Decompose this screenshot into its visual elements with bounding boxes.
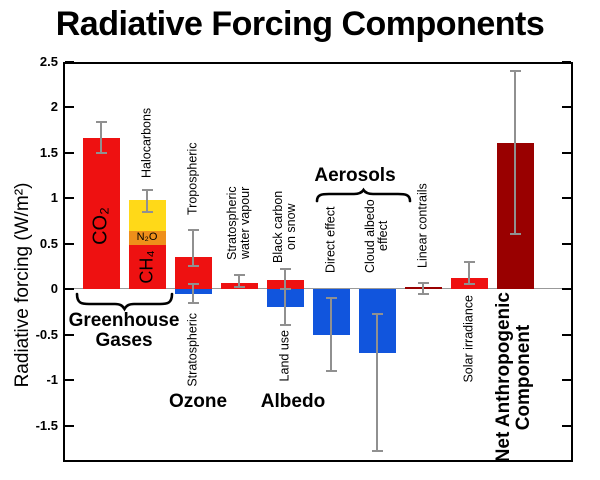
y-tick-right xyxy=(562,424,571,427)
error-bar-ozone-1 xyxy=(192,284,194,303)
error-cap-surface-albedo-1-top xyxy=(279,288,291,290)
y-tick-label: 1.5 xyxy=(39,144,58,160)
error-cap-aerosol-direct-0-bot xyxy=(325,369,337,372)
cloud-albedo-label: Cloud albedo effect xyxy=(362,199,390,273)
tropospheric-label: Tropospheric xyxy=(185,142,200,216)
greenhouse-gases-label: Greenhouse Gases xyxy=(68,310,180,352)
error-cap-co2-0-bot xyxy=(95,152,107,155)
error-cap-strat-water-vapour-0-top xyxy=(233,274,245,277)
y-tick-right xyxy=(562,151,571,154)
y-tick-left xyxy=(65,151,74,154)
error-cap-strat-water-vapour-0-bot xyxy=(233,286,245,289)
error-cap-aerosol-direct-0-top xyxy=(325,297,337,300)
y-tick-label: -1 xyxy=(46,372,58,387)
direct-effect-label: Direct effect xyxy=(323,206,338,273)
y-tick-label: 0.5 xyxy=(39,235,58,251)
error-bar-aerosol-direct-0 xyxy=(330,298,332,371)
black-carbon-label: Black carbon on snow xyxy=(270,190,298,263)
error-bar-surface-albedo-1 xyxy=(284,289,286,326)
solar-irradiance-label: Solar irradiance xyxy=(461,295,476,383)
y-tick-left xyxy=(65,242,74,245)
error-bar-net-anthropogenic-0 xyxy=(514,70,516,235)
y-tick-left xyxy=(65,424,74,427)
aerosols-label: Aerosols xyxy=(314,165,396,186)
y-tick-left xyxy=(65,288,74,290)
stratospheric-label: Stratospheric xyxy=(185,313,200,387)
n2o-label: N₂O xyxy=(136,231,158,244)
y-tick-label: 2.5 xyxy=(39,53,58,69)
error-cap-net-anthropogenic-0-bot xyxy=(509,233,521,236)
y-tick-label: 0 xyxy=(50,281,58,296)
error-cap-ozone-1-top xyxy=(187,283,199,286)
ch4-label: CH₄ xyxy=(136,250,157,284)
error-cap-co2-0-top xyxy=(95,121,107,124)
error-cap-ozone-0-bot xyxy=(187,265,199,268)
error-cap-aerosol-cloud-albedo-0-top xyxy=(371,313,383,316)
error-cap-net-anthropogenic-0-top xyxy=(509,69,521,72)
error-bar-strat-water-vapour-0 xyxy=(238,275,240,288)
bar-other-ghg-seg0 xyxy=(128,245,166,289)
error-cap-solar-irradiance-0-bot xyxy=(463,282,475,285)
y-tick-left xyxy=(65,379,74,381)
y-tick-left xyxy=(65,197,74,199)
land-use-label: Land use xyxy=(277,330,292,382)
y-tick-label: -0.5 xyxy=(35,326,58,342)
error-bar-surface-albedo-0 xyxy=(284,268,286,289)
error-cap-other-ghg-0-bot xyxy=(141,210,153,213)
error-cap-ozone-0-top xyxy=(187,228,199,231)
error-bar-other-ghg-0 xyxy=(146,189,148,212)
error-bar-co2-0 xyxy=(100,122,102,154)
error-cap-surface-albedo-1-bot xyxy=(279,324,291,327)
y-tick-label: 2 xyxy=(50,99,58,114)
y-tick-right xyxy=(562,197,571,199)
error-cap-solar-irradiance-0-top xyxy=(463,260,475,263)
albedo-label: Albedo xyxy=(260,391,326,412)
error-cap-linear-contrails-0-bot xyxy=(417,292,429,295)
net-anthropogenic-label: Net Anthropogenic Component xyxy=(492,292,534,463)
error-cap-surface-albedo-0-top xyxy=(279,267,291,270)
y-tick-right xyxy=(562,242,571,245)
error-bar-linear-contrails-0 xyxy=(422,282,424,294)
co2-label: CO₂ xyxy=(89,207,112,245)
y-tick-label: -1.5 xyxy=(35,417,58,433)
error-cap-linear-contrails-0-top xyxy=(417,281,429,284)
error-bar-ozone-0 xyxy=(192,229,194,267)
y-tick-right xyxy=(562,106,571,108)
y-tick-label: 1 xyxy=(50,190,58,205)
halocarbons-label: Halocarbons xyxy=(139,107,154,178)
y-tick-right xyxy=(562,333,571,336)
error-cap-ozone-1-bot xyxy=(187,301,199,304)
zero-gridline xyxy=(65,288,571,289)
y-tick-right xyxy=(562,379,571,381)
y-tick-left xyxy=(65,333,74,336)
error-bar-solar-irradiance-0 xyxy=(468,261,470,284)
error-cap-other-ghg-0-top xyxy=(141,188,153,191)
chart-title: Radiative Forcing Components xyxy=(55,5,545,43)
linear-contrails-label: Linear contrails xyxy=(415,183,430,268)
ozone-label: Ozone xyxy=(168,391,228,412)
y-tick-left xyxy=(65,106,74,108)
bar-co2-seg0 xyxy=(82,137,120,289)
error-cap-aerosol-cloud-albedo-0-bot xyxy=(371,449,383,452)
strat-water-vapour-label: Stratospheric water vapour xyxy=(224,186,252,260)
y-tick-right xyxy=(562,288,571,290)
y-tick-right xyxy=(562,60,571,63)
error-bar-aerosol-cloud-albedo-0 xyxy=(376,314,378,451)
y-tick-left xyxy=(65,60,74,63)
bar-other-ghg-seg1 xyxy=(128,230,166,246)
plot-area-border xyxy=(63,62,573,462)
